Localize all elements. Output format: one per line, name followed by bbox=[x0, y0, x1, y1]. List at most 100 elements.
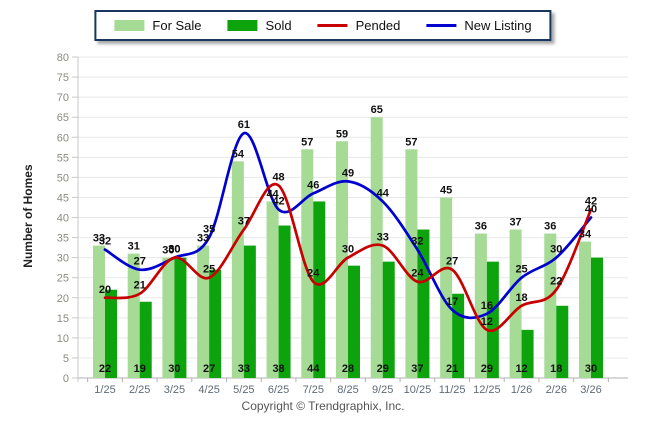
x-axis-label: 1/26 bbox=[511, 384, 532, 396]
legend-item-new-listing: New Listing bbox=[426, 18, 532, 33]
new-listing-line bbox=[103, 131, 593, 320]
x-axis-label: 8/25 bbox=[337, 384, 358, 396]
new-listing-value-label: 49 bbox=[342, 167, 354, 179]
x-axis-label: 10/25 bbox=[404, 384, 432, 396]
new-listing-value-label: 32 bbox=[411, 236, 423, 248]
pended-value-label: 37 bbox=[238, 216, 250, 228]
y-axis-tick-label: 70 bbox=[57, 92, 69, 104]
sold-value-label: 37 bbox=[411, 363, 423, 375]
x-axis-label: 2/26 bbox=[546, 384, 567, 396]
bar-sold bbox=[278, 225, 291, 378]
for-sale-value-label: 36 bbox=[544, 221, 556, 233]
legend-item-for-sale: For Sale bbox=[114, 18, 202, 33]
y-axis-tick-label: 5 bbox=[63, 353, 69, 365]
for-sale-value-label: 33 bbox=[93, 233, 105, 245]
for-sale-value-label: 59 bbox=[336, 128, 348, 140]
for-sale-value-label: 45 bbox=[440, 184, 452, 196]
sold-value-label: 18 bbox=[550, 363, 562, 375]
bar-sold bbox=[382, 261, 395, 378]
bar-for-sale bbox=[579, 241, 591, 378]
y-axis-tick-label: 65 bbox=[57, 112, 69, 124]
y-axis-tick-label: 45 bbox=[57, 192, 69, 204]
new-listing-value-label: 16 bbox=[481, 300, 493, 312]
legend-label-pended: Pended bbox=[355, 18, 401, 33]
bar-for-sale bbox=[93, 245, 105, 378]
y-axis-tick-label: 15 bbox=[57, 313, 69, 325]
bar-sold bbox=[486, 261, 499, 378]
bar-sold bbox=[105, 289, 117, 378]
x-axis-label: 12/25 bbox=[473, 384, 501, 396]
legend-item-pended: Pended bbox=[317, 18, 401, 33]
pended-value-label: 24 bbox=[411, 268, 424, 280]
bar-for-sale bbox=[370, 117, 383, 378]
pended-value-label: 12 bbox=[481, 316, 493, 328]
pended-value-label: 27 bbox=[446, 256, 458, 268]
bar-for-sale bbox=[266, 201, 279, 378]
new-listing-value-label: 44 bbox=[377, 187, 390, 199]
bar-for-sale bbox=[474, 233, 487, 378]
new-listing-value-label: 27 bbox=[134, 256, 146, 268]
legend-label-new-listing: New Listing bbox=[464, 18, 532, 33]
for-sale-value-label: 57 bbox=[405, 136, 417, 148]
pended-value-label: 22 bbox=[550, 276, 562, 288]
sold-value-label: 27 bbox=[203, 363, 215, 375]
bar-for-sale bbox=[231, 161, 244, 378]
for-sale-value-label: 33 bbox=[197, 233, 209, 245]
y-axis-tick-label: 0 bbox=[63, 373, 69, 385]
sold-value-label: 30 bbox=[585, 363, 597, 375]
bar-for-sale bbox=[405, 149, 418, 378]
bar-sold bbox=[243, 245, 256, 378]
legend: For Sale Sold Pended New Listing bbox=[94, 10, 552, 41]
new-listing-value-label: 32 bbox=[99, 236, 111, 248]
bar-sold bbox=[139, 301, 152, 378]
bar-sold bbox=[556, 305, 569, 378]
copyright-text: Copyright © Trendgraphix, Inc. bbox=[241, 399, 405, 413]
for-sale-swatch-icon bbox=[114, 20, 145, 31]
new-listing-value-label: 25 bbox=[515, 264, 527, 276]
x-axis-label: 4/25 bbox=[198, 384, 219, 396]
new-listing-value-label: 30 bbox=[550, 244, 562, 256]
new-listing-line-swatch-icon bbox=[426, 24, 457, 27]
y-axis-tick-label: 80 bbox=[57, 52, 69, 64]
y-axis-tick-label: 25 bbox=[57, 273, 69, 285]
y-axis-tick-label: 50 bbox=[57, 172, 69, 184]
pended-value-label: 20 bbox=[99, 284, 111, 296]
x-axis-label: 1/25 bbox=[94, 384, 115, 396]
for-sale-value-label: 31 bbox=[128, 241, 140, 253]
bar-for-sale bbox=[301, 149, 314, 378]
pended-value-label: 42 bbox=[585, 195, 597, 207]
bar-for-sale bbox=[544, 233, 557, 378]
y-axis-tick-label: 55 bbox=[57, 152, 69, 164]
for-sale-value-label: 44 bbox=[266, 188, 279, 200]
bar-sold bbox=[591, 257, 603, 378]
y-axis-tick-label: 10 bbox=[57, 333, 69, 345]
bar-sold bbox=[313, 201, 326, 378]
bar-sold bbox=[209, 269, 222, 378]
x-axis-label: 3/26 bbox=[580, 384, 601, 396]
for-sale-value-label: 37 bbox=[509, 217, 521, 229]
pended-value-label: 21 bbox=[134, 280, 146, 292]
sold-value-label: 12 bbox=[515, 363, 527, 375]
sold-value-label: 29 bbox=[377, 363, 389, 375]
y-axis-tick-label: 20 bbox=[57, 293, 69, 305]
bar-sold bbox=[348, 265, 360, 378]
pended-line-swatch-icon bbox=[317, 24, 348, 27]
x-axis-label: 11/25 bbox=[439, 384, 466, 396]
sold-swatch-icon bbox=[227, 20, 258, 31]
pended-value-label: 25 bbox=[203, 264, 215, 276]
for-sale-value-label: 54 bbox=[232, 148, 245, 160]
bar-for-sale bbox=[440, 197, 453, 378]
sold-value-label: 21 bbox=[446, 363, 458, 375]
for-sale-value-label: 57 bbox=[301, 136, 313, 148]
bar-for-sale bbox=[162, 257, 175, 378]
bar-sold bbox=[174, 257, 187, 378]
new-listing-value-label: 35 bbox=[203, 224, 215, 236]
x-axis-label: 5/25 bbox=[233, 384, 254, 396]
y-axis-tick-label: 60 bbox=[57, 132, 69, 144]
y-axis-tick-label: 30 bbox=[57, 253, 69, 265]
pended-value-label: 33 bbox=[377, 232, 389, 244]
for-sale-value-label: 36 bbox=[475, 221, 487, 233]
sold-value-label: 28 bbox=[342, 363, 354, 375]
